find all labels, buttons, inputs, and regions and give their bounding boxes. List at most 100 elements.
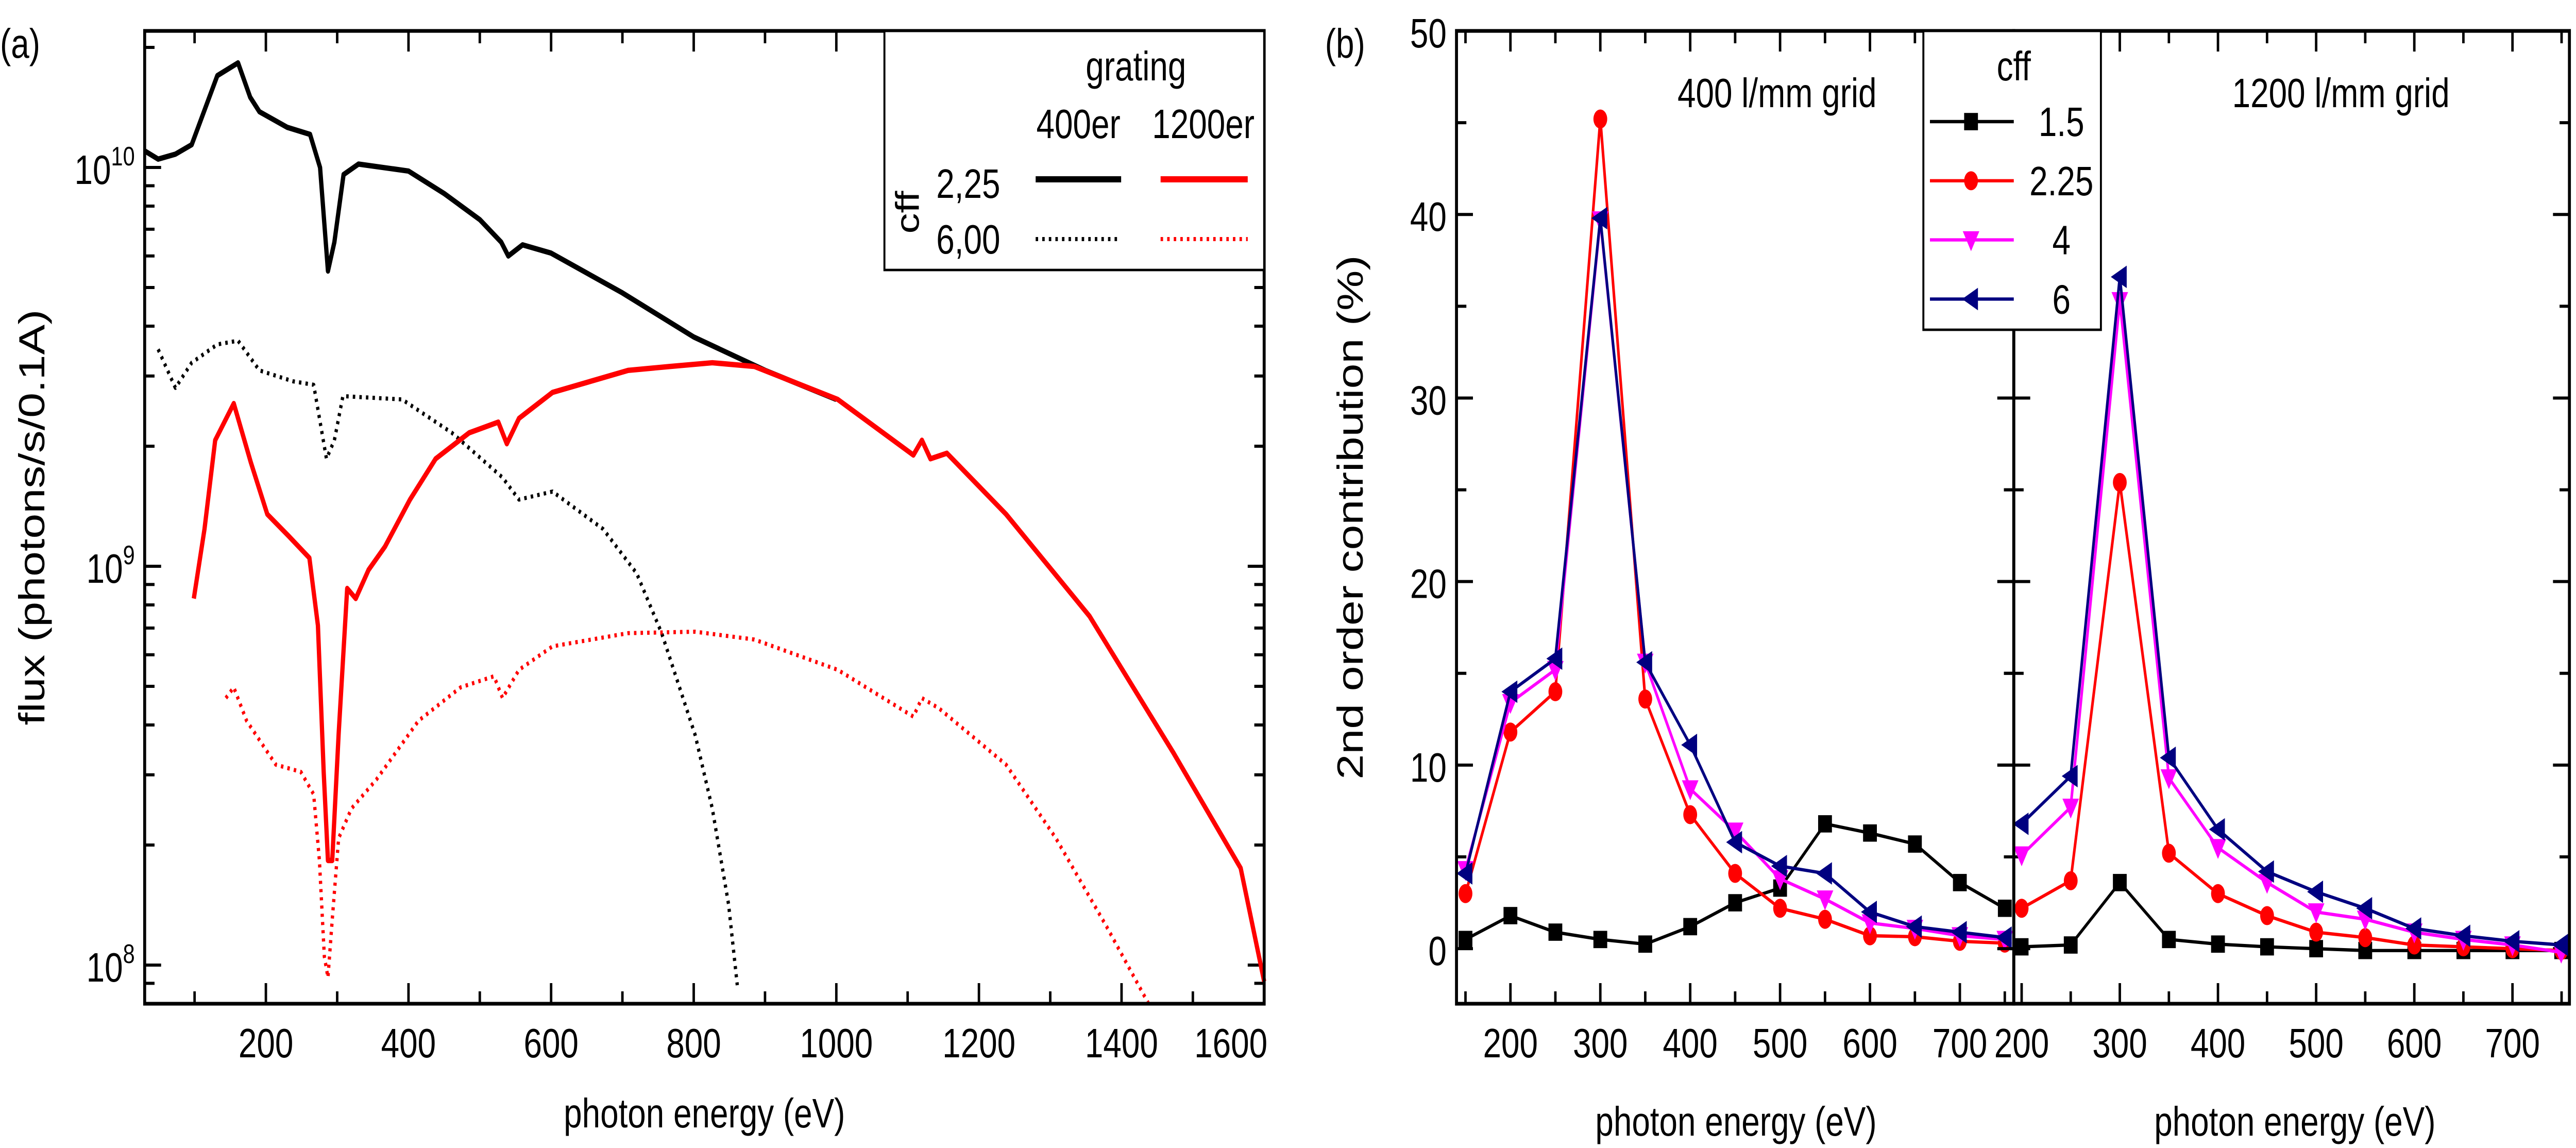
x-tick-label: 200 [1483,1020,1537,1067]
y-tick-exponent: 8 [123,938,135,969]
x-tick-label: 400 [1663,1020,1717,1067]
y-tick-base: 10 [75,147,111,193]
data-point-cff-6 [2307,880,2324,903]
y-tick-label: 50 [1410,10,1447,57]
data-point-cff-6 [1546,647,1563,670]
series-line-1200er-cff-6-00 [225,630,1150,1005]
data-point-cff-4 [2209,839,2227,859]
x-axis-label: photon energy (eV) [1595,1099,1876,1145]
data-point-cff-6 [1681,733,1698,756]
legend: grating 400er 1200er 2,25 6,00 cff [883,29,1265,272]
data-point-cff-6 [2061,765,2078,788]
subplot-annotation: 1200 l/mm grid [2232,70,2450,116]
data-point-cff-2.25 [1548,682,1563,701]
x-tick-label: 600 [2387,1020,2442,1067]
data-point-cff-6 [1861,901,1877,923]
data-point-cff-6 [2160,746,2176,769]
data-point-cff-1.5 [2260,938,2274,956]
data-point-cff-6 [1636,651,1652,674]
data-point-cff-2.25 [2063,871,2078,890]
data-point-cff-6 [2503,930,2520,953]
data-point-cff-4 [2013,846,2030,867]
x-tick-label: 300 [1573,1020,1628,1067]
legend-swatch-marker [1962,231,1979,251]
data-point-cff-6 [1816,862,1832,885]
data-point-cff-2.25 [2113,472,2127,492]
data-point-cff-1.5 [1503,907,1518,924]
subplot-annotation: 400 l/mm grid [1677,70,1877,116]
x-tick-label: 400 [2191,1020,2245,1067]
data-point-cff-2.25 [2309,922,2324,942]
x-tick-label: 600 [523,1020,578,1067]
data-point-cff-6 [2454,924,2470,948]
legend-row-6-00: 6,00 [936,216,1000,263]
data-point-cff-1.5 [1818,815,1832,833]
data-point-cff-1.5 [1863,824,1877,842]
x-tick-label: 700 [2485,1020,2539,1067]
y-tick-exponent: 10 [111,141,135,171]
data-point-cff-6 [2356,897,2372,920]
x-tick-label: 1000 [800,1020,873,1067]
plot-frame [2012,29,2571,1006]
data-point-cff-6 [1591,207,1607,230]
x-tick-label: 700 [1933,1020,1987,1067]
data-point-cff-6 [1456,862,1472,885]
legend-column-400er: 400er [1037,101,1121,147]
data-point-cff-2.25 [2162,843,2176,863]
legend-entry: 4 [2053,217,2071,264]
data-point-cff-4 [2111,292,2128,312]
series-line-1200er-cff-2-25 [192,360,1266,983]
data-point-cff-1.5 [2063,936,2078,954]
legend-title: cff [1997,43,2031,90]
x-tick-label: 400 [381,1020,436,1067]
y-tick-base: 10 [87,944,123,991]
data-point-cff-1.5 [1728,894,1742,911]
x-tick-label: 1200 [942,1020,1015,1067]
data-point-cff-1.5 [1638,935,1652,953]
y-tick-label: 1010 [75,141,135,193]
data-point-cff-6 [1771,854,1787,877]
data-point-cff-6 [1995,926,2012,949]
data-point-cff-2.25 [2211,884,2225,903]
data-point-cff-1.5 [1548,923,1563,941]
legend-title: grating [1086,43,1186,90]
data-point-cff-2.25 [1638,689,1652,709]
x-tick-label: 500 [2289,1020,2343,1067]
y-tick-label: 108 [87,938,135,990]
y-axis-label: 2nd order contribution (%) [1330,255,1370,779]
x-tick-label: 1600 [1194,1020,1267,1067]
data-point-cff-2.25 [1593,109,1607,129]
data-point-cff-1.5 [1997,899,2012,917]
data-point-cff-2.25 [2358,928,2372,948]
data-point-cff-4 [2062,799,2079,819]
data-point-cff-1.5 [1953,874,1967,891]
series-line-cff-2.25 [2021,482,2562,952]
panel-a-flux-chart: (a)200 400 600 800 1000 1200 1400 1600108109101… [0,21,1267,1137]
data-point-cff-6 [1951,921,1967,943]
data-point-cff-2.25 [1728,864,1742,883]
data-point-cff-6 [2209,818,2225,841]
legend-row-title: cff [889,191,926,234]
plot-frame [143,29,1266,1006]
data-point-cff-4 [1817,890,1834,910]
y-axis-label: flux (photons/s/0.1A) [12,310,52,725]
x-tick-label: 500 [1753,1020,1807,1067]
x-tick-label: 800 [666,1020,721,1067]
data-point-cff-4 [2308,903,2325,923]
series-line-cff-1.5 [2021,880,2562,953]
data-point-cff-6 [2258,860,2274,883]
series-line-400er-cff-6-00 [157,339,739,986]
data-point-cff-4 [2160,769,2177,789]
legend-entry: 2.25 [2029,158,2093,205]
y-tick-label: 10 [1410,745,1447,791]
y-tick-label: 0 [1428,928,1446,974]
legend-swatch-marker [1962,288,1978,311]
data-point-cff-1.5 [1459,931,1472,949]
legend-box [883,29,1265,272]
x-axis-label: photon energy (eV) [564,1090,845,1137]
legend-swatch-marker [1964,113,1978,130]
data-point-cff-6 [2552,934,2568,956]
data-point-cff-2.25 [2407,935,2421,955]
data-point-cff-2.25 [2014,899,2029,918]
